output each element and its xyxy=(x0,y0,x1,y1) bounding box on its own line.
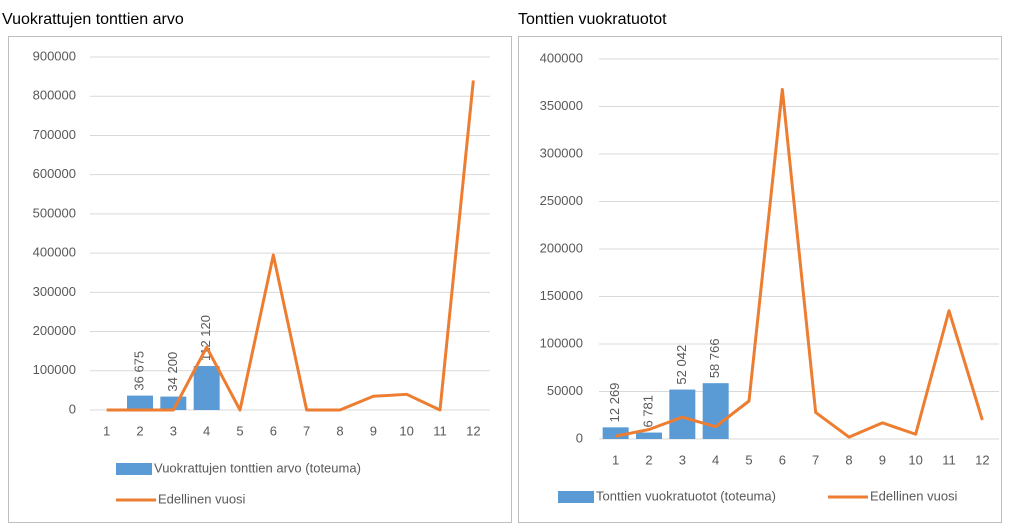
data-label: 36 675 xyxy=(131,351,146,391)
y-tick-label: 0 xyxy=(576,430,583,445)
y-tick-label: 200000 xyxy=(33,323,76,338)
x-tick-label: 12 xyxy=(466,423,480,438)
y-tick-label: 900000 xyxy=(33,48,76,63)
y-tick-label: 350000 xyxy=(540,98,583,113)
data-label: 52 042 xyxy=(674,345,689,385)
panel xyxy=(8,36,512,523)
legend-label: Edellinen vuosi xyxy=(158,491,246,506)
legend-label: Vuokrattujen tonttien arvo (toteuma) xyxy=(154,460,361,475)
x-tick-label: 1 xyxy=(612,452,619,467)
x-tick-label: 9 xyxy=(370,423,377,438)
y-tick-label: 150000 xyxy=(540,288,583,303)
x-tick-label: 3 xyxy=(170,423,177,438)
data-label: 6 781 xyxy=(640,395,655,428)
chart-title: Tonttien vuokratuotot xyxy=(518,11,667,28)
x-tick-label: 9 xyxy=(879,452,886,467)
x-tick-label: 7 xyxy=(812,452,819,467)
bar xyxy=(602,427,629,439)
x-tick-label: 5 xyxy=(236,423,243,438)
x-tick-label: 7 xyxy=(303,423,310,438)
x-tick-label: 1 xyxy=(103,423,110,438)
x-tick-label: 4 xyxy=(203,423,210,438)
y-tick-label: 400000 xyxy=(540,50,583,65)
y-tick-label: 100000 xyxy=(540,335,583,350)
x-tick-label: 8 xyxy=(336,423,343,438)
legend-swatch xyxy=(558,491,594,503)
x-tick-label: 2 xyxy=(136,423,143,438)
y-tick-label: 0 xyxy=(69,401,76,416)
bar xyxy=(193,366,220,410)
x-tick-label: 4 xyxy=(712,452,719,467)
data-label: 12 269 xyxy=(607,383,622,423)
x-tick-label: 10 xyxy=(399,423,413,438)
x-tick-label: 10 xyxy=(908,452,922,467)
y-tick-label: 700000 xyxy=(33,127,76,142)
bar xyxy=(702,383,729,439)
y-tick-label: 600000 xyxy=(33,166,76,181)
y-tick-label: 100000 xyxy=(33,362,76,377)
legend-swatch xyxy=(116,463,152,475)
x-tick-label: 8 xyxy=(845,452,852,467)
x-tick-label: 11 xyxy=(433,423,447,438)
bar xyxy=(636,432,662,439)
x-tick-label: 2 xyxy=(645,452,652,467)
x-tick-label: 11 xyxy=(942,452,956,467)
legend-label: Edellinen vuosi xyxy=(870,488,958,503)
x-tick-label: 6 xyxy=(779,452,786,467)
y-tick-label: 800000 xyxy=(33,88,76,103)
x-tick-label: 5 xyxy=(745,452,752,467)
y-tick-label: 400000 xyxy=(33,245,76,260)
y-tick-label: 300000 xyxy=(540,145,583,160)
y-tick-label: 250000 xyxy=(540,193,583,208)
y-tick-label: 500000 xyxy=(33,205,76,220)
data-label: 34 200 xyxy=(165,352,180,392)
y-tick-label: 200000 xyxy=(540,240,583,255)
y-tick-label: 50000 xyxy=(547,383,583,398)
line xyxy=(106,80,475,412)
bar xyxy=(669,389,696,439)
line xyxy=(615,87,984,439)
chart-title: Vuokrattujen tonttien arvo xyxy=(2,11,184,28)
panel xyxy=(518,36,1002,523)
x-tick-label: 6 xyxy=(270,423,277,438)
x-tick-label: 12 xyxy=(975,452,989,467)
bar xyxy=(127,395,153,410)
x-tick-label: 3 xyxy=(679,452,686,467)
data-label: 58 766 xyxy=(707,338,722,378)
legend-label: Tonttien vuokratuotot (toteuma) xyxy=(596,488,776,503)
y-tick-label: 300000 xyxy=(33,284,76,299)
